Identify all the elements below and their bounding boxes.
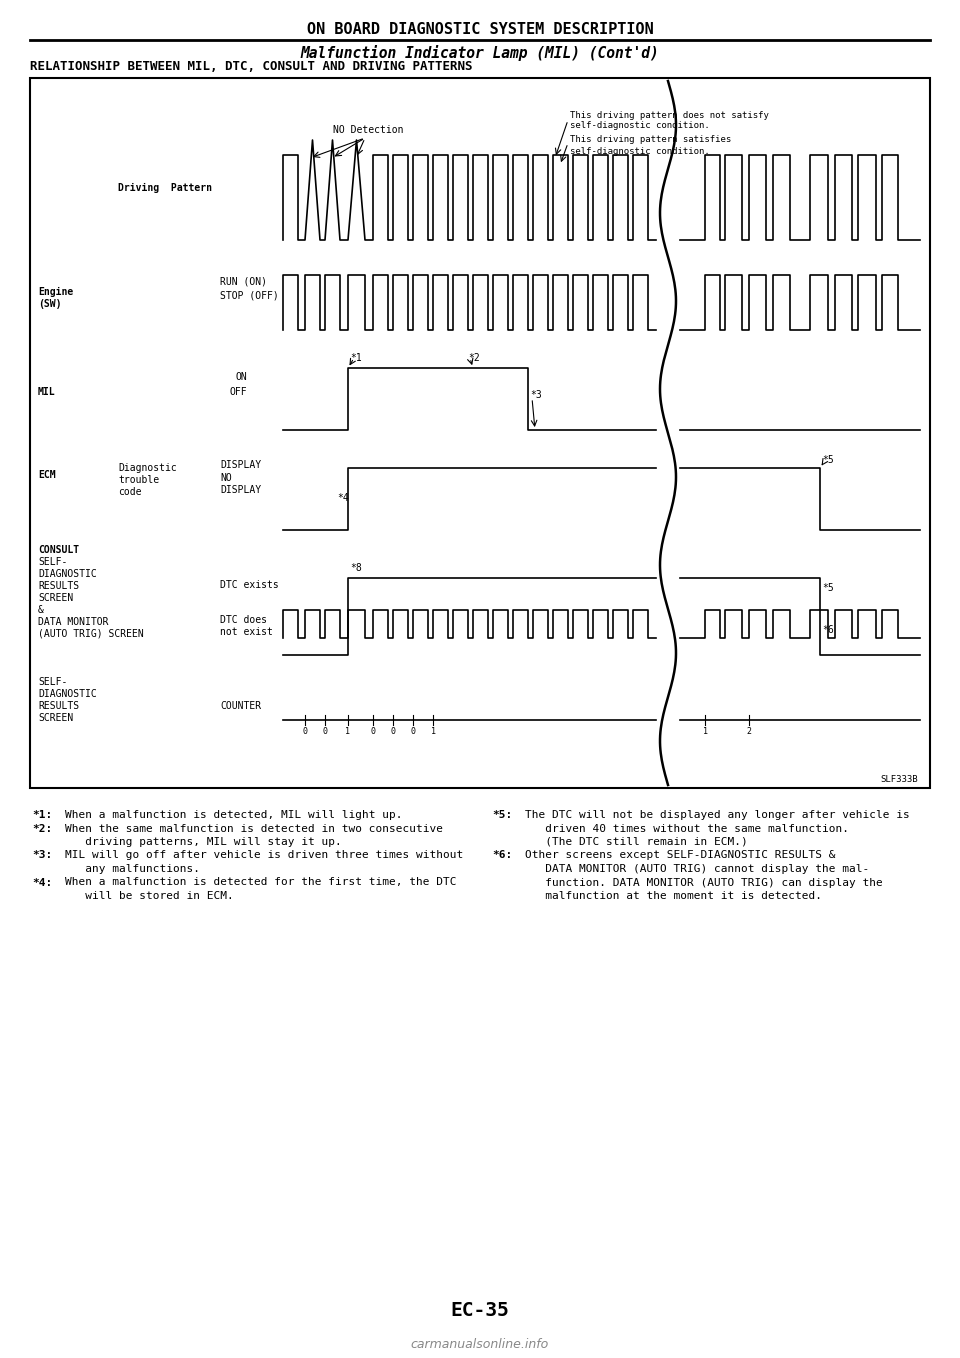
Text: 1: 1 xyxy=(703,728,708,736)
Text: SCREEN: SCREEN xyxy=(38,713,73,722)
Text: function. DATA MONITOR (AUTO TRIG) can display the: function. DATA MONITOR (AUTO TRIG) can d… xyxy=(525,877,883,888)
Text: SLF333B: SLF333B xyxy=(880,775,918,785)
Text: &: & xyxy=(38,606,44,615)
Text: SELF-: SELF- xyxy=(38,557,67,568)
Text: DIAGNOSTIC: DIAGNOSTIC xyxy=(38,689,97,699)
Text: self-diagnostic condition.: self-diagnostic condition. xyxy=(570,121,709,130)
Text: 1: 1 xyxy=(430,728,436,736)
Text: malfunction at the moment it is detected.: malfunction at the moment it is detected… xyxy=(525,891,822,900)
Text: Engine: Engine xyxy=(38,287,73,297)
Text: *5:: *5: xyxy=(492,809,513,820)
Text: RESULTS: RESULTS xyxy=(38,701,79,712)
Text: This driving pattern satisfies: This driving pattern satisfies xyxy=(570,136,732,144)
Text: ECM: ECM xyxy=(38,470,56,479)
Text: DIAGNOSTIC: DIAGNOSTIC xyxy=(38,569,97,579)
Text: 0: 0 xyxy=(302,728,307,736)
Text: trouble: trouble xyxy=(118,475,159,485)
Text: 0: 0 xyxy=(411,728,416,736)
Text: 0: 0 xyxy=(371,728,375,736)
Text: 0: 0 xyxy=(391,728,396,736)
Text: Diagnostic: Diagnostic xyxy=(118,463,177,473)
Text: When a malfunction is detected for the first time, the DTC: When a malfunction is detected for the f… xyxy=(65,877,457,888)
Text: When the same malfunction is detected in two consecutive: When the same malfunction is detected in… xyxy=(65,823,443,834)
Text: 0: 0 xyxy=(323,728,327,736)
Text: *6:: *6: xyxy=(492,850,513,861)
Text: MIL will go off after vehicle is driven three times without: MIL will go off after vehicle is driven … xyxy=(65,850,464,861)
Text: *1: *1 xyxy=(350,353,362,363)
Text: This driving pattern does not satisfy: This driving pattern does not satisfy xyxy=(570,110,769,120)
Text: will be stored in ECM.: will be stored in ECM. xyxy=(65,891,233,900)
Text: *2: *2 xyxy=(468,353,480,363)
Text: carmanualsonline.info: carmanualsonline.info xyxy=(411,1339,549,1351)
Text: *1:: *1: xyxy=(32,809,52,820)
Text: EC-35: EC-35 xyxy=(450,1301,510,1320)
Text: driven 40 times without the same malfunction.: driven 40 times without the same malfunc… xyxy=(525,823,849,834)
Text: DTC exists: DTC exists xyxy=(220,580,278,589)
Text: 1: 1 xyxy=(346,728,350,736)
Text: *4: *4 xyxy=(337,493,348,502)
Text: SELF-: SELF- xyxy=(38,678,67,687)
Text: ON: ON xyxy=(235,372,247,382)
Text: NO: NO xyxy=(220,473,231,483)
Text: OFF: OFF xyxy=(230,387,248,397)
Text: code: code xyxy=(118,488,141,497)
Text: *5: *5 xyxy=(822,455,833,464)
Text: driving patterns, MIL will stay it up.: driving patterns, MIL will stay it up. xyxy=(65,837,342,847)
Text: *3:: *3: xyxy=(32,850,52,861)
Text: Driving  Pattern: Driving Pattern xyxy=(118,183,212,193)
Text: When a malfunction is detected, MIL will light up.: When a malfunction is detected, MIL will… xyxy=(65,809,402,820)
Text: DATA MONITOR: DATA MONITOR xyxy=(38,617,108,627)
Text: *5: *5 xyxy=(822,583,833,593)
Text: (AUTO TRIG) SCREEN: (AUTO TRIG) SCREEN xyxy=(38,629,144,640)
Text: self-diagnostic condition.: self-diagnostic condition. xyxy=(570,147,709,156)
Text: DATA MONITOR (AUTO TRIG) cannot display the mal-: DATA MONITOR (AUTO TRIG) cannot display … xyxy=(525,864,869,875)
Text: 2: 2 xyxy=(747,728,752,736)
Text: STOP (OFF): STOP (OFF) xyxy=(220,291,278,301)
Text: CONSULT: CONSULT xyxy=(38,545,79,555)
Text: RUN (ON): RUN (ON) xyxy=(220,277,267,287)
Text: *6: *6 xyxy=(822,625,833,636)
Text: NO Detection: NO Detection xyxy=(333,125,403,134)
Text: Malfunction Indicator Lamp (MIL) (Cont'd): Malfunction Indicator Lamp (MIL) (Cont'd… xyxy=(300,45,660,61)
Text: The DTC will not be displayed any longer after vehicle is: The DTC will not be displayed any longer… xyxy=(525,809,910,820)
Text: DISPLAY: DISPLAY xyxy=(220,460,261,470)
Text: DISPLAY: DISPLAY xyxy=(220,485,261,496)
Text: DTC does: DTC does xyxy=(220,615,267,625)
Text: *3: *3 xyxy=(530,390,541,401)
Text: COUNTER: COUNTER xyxy=(220,701,261,712)
Text: *4:: *4: xyxy=(32,877,52,888)
Text: SCREEN: SCREEN xyxy=(38,593,73,603)
Text: RESULTS: RESULTS xyxy=(38,581,79,591)
Text: (SW): (SW) xyxy=(38,299,61,310)
Text: (The DTC still remain in ECM.): (The DTC still remain in ECM.) xyxy=(525,837,748,847)
Bar xyxy=(30,77,930,788)
Text: not exist: not exist xyxy=(220,627,273,637)
Text: any malfunctions.: any malfunctions. xyxy=(65,864,200,875)
Text: ON BOARD DIAGNOSTIC SYSTEM DESCRIPTION: ON BOARD DIAGNOSTIC SYSTEM DESCRIPTION xyxy=(306,23,654,38)
Text: Other screens except SELF-DIAGNOSTIC RESULTS &: Other screens except SELF-DIAGNOSTIC RES… xyxy=(525,850,835,861)
Text: *8: *8 xyxy=(350,564,362,573)
Text: *2:: *2: xyxy=(32,823,52,834)
Text: RELATIONSHIP BETWEEN MIL, DTC, CONSULT AND DRIVING PATTERNS: RELATIONSHIP BETWEEN MIL, DTC, CONSULT A… xyxy=(30,61,472,73)
Text: MIL: MIL xyxy=(38,387,56,397)
